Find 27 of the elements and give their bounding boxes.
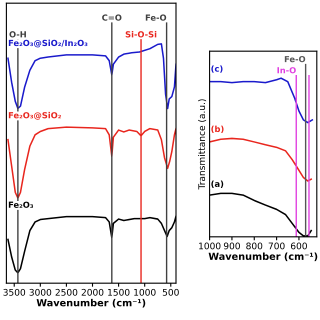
ref-line-label: Fe-O: [146, 14, 166, 21]
x-axis-title: Wavenumber (cm⁻¹): [208, 252, 318, 262]
series-label: Fe₂O₃: [8, 202, 34, 208]
series-label: Fe₂O₃@SiO₂: [8, 112, 61, 120]
y-axis-title: Transmittance (a.u.): [198, 99, 206, 190]
x-tick-label: 2500: [56, 288, 78, 296]
ref-line-label: C=O: [102, 14, 122, 21]
x-tick-label: 3500: [3, 288, 26, 296]
ref-line-label: In-O: [277, 67, 296, 74]
x-axis-title: Wavenumber (cm⁻¹): [36, 298, 146, 308]
x-tick-label: 800: [246, 242, 262, 250]
x-tick-label: 1000: [199, 242, 220, 250]
x-tick-label: 1000: [134, 288, 156, 296]
ref-line-label: Si-O-Si: [126, 31, 156, 38]
x-tick-label: 3000: [30, 288, 52, 296]
series-label: (b): [211, 126, 224, 134]
x-tick-label: 900: [224, 242, 240, 250]
x-tick-label: 2000: [82, 288, 104, 296]
x-tick-label: 600: [290, 242, 307, 250]
x-tick-label: 700: [268, 242, 285, 250]
series-label: Fe₂O₃@SiO₂/In₂O₃: [8, 40, 88, 48]
series-label: (a): [211, 180, 224, 188]
ref-line-label: Fe-O: [284, 56, 306, 62]
x-tick-label: 1500: [108, 288, 130, 296]
ref-line-label: O-H: [9, 31, 26, 38]
series-label: (c): [211, 65, 223, 73]
x-tick-label: 500: [162, 288, 179, 296]
